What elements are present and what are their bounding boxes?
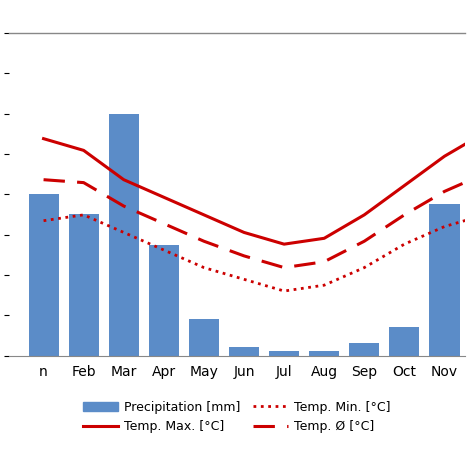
Bar (470, 184, 474, 356)
Bar (28, 194, 59, 356)
Bar (229, 347, 259, 356)
Bar (69, 215, 99, 356)
Bar (389, 327, 419, 356)
Legend: Precipitation [mm], Temp. Max. [°C], Temp. Min. [°C], Temp. Ø [°C]: Precipitation [mm], Temp. Max. [°C], Tem… (83, 401, 391, 433)
Bar (269, 352, 299, 356)
Bar (349, 343, 379, 356)
Bar (149, 245, 179, 356)
Bar (309, 352, 339, 356)
Bar (109, 114, 139, 356)
Bar (429, 204, 459, 356)
Bar (189, 319, 219, 356)
